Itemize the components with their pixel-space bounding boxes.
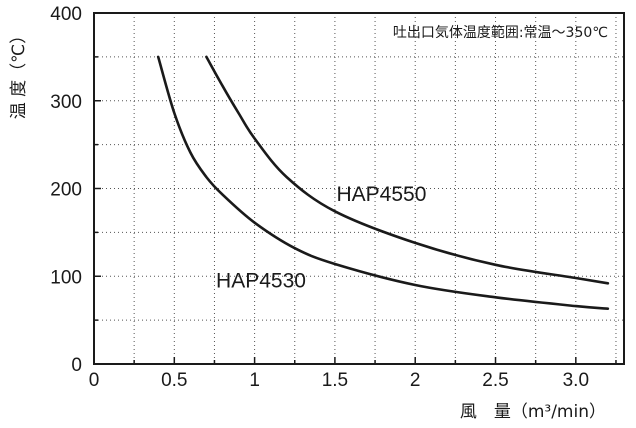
y-axis-title: 温 度（℃）	[9, 27, 29, 120]
x-axis-title: 風 量（m³/min）	[460, 402, 606, 422]
x-tick-label: 0.5	[161, 370, 187, 391]
grid	[94, 13, 624, 364]
series-line-hap4550	[205, 55, 610, 285]
y-tick-label: 200	[50, 180, 82, 201]
x-tick-label: 0	[89, 370, 100, 391]
x-tick-label: 2.5	[482, 370, 508, 391]
axis-ticks	[94, 56, 617, 364]
x-tick-label: 1.5	[322, 370, 348, 391]
y-tick-label: 0	[71, 355, 82, 376]
series-label-hap4530: HAP4530	[216, 270, 306, 293]
curves	[156, 55, 610, 310]
axis-labels: 0 0.5 1 1.5 2 2.5 3.0 0 100 200 300 400	[50, 4, 589, 391]
x-tick-label: 3.0	[563, 370, 589, 391]
series-line-hap4530	[156, 55, 610, 310]
x-tick-label: 2	[410, 370, 421, 391]
x-tick-label: 1	[249, 370, 260, 391]
series-label-hap4550: HAP4550	[337, 183, 427, 206]
y-tick-label: 300	[50, 92, 82, 113]
temperature-range-annotation: 吐出口気体温度範囲:常温～350℃	[393, 24, 608, 41]
y-tick-label: 100	[50, 267, 82, 288]
y-tick-label: 400	[50, 4, 82, 25]
